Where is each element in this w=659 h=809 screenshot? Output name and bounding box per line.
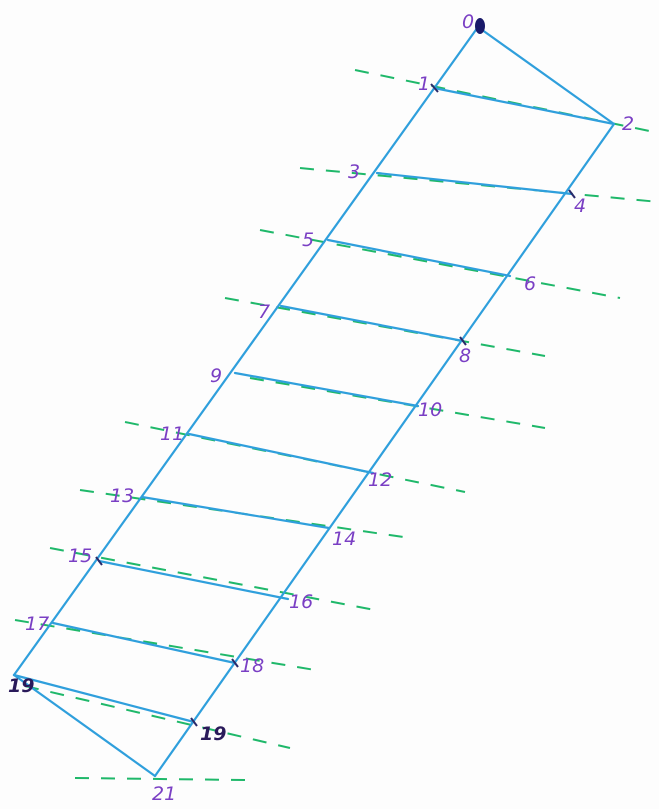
- label-15: 15: [68, 545, 92, 567]
- dashed-line-5: [259, 229, 621, 299]
- dashed-line-3: [299, 167, 659, 203]
- rung-5-6: [326, 238, 512, 278]
- tick-19b: [190, 717, 198, 727]
- dashed-line-19: [24, 685, 291, 749]
- label-17: 17: [25, 613, 49, 635]
- label-11: 11: [160, 423, 184, 445]
- dashed-line-17: [14, 619, 316, 671]
- label-19-left: 19: [8, 675, 34, 697]
- tick-18: [231, 658, 239, 668]
- label-7: 7: [258, 301, 270, 323]
- label-21: 21: [152, 783, 176, 805]
- strip-left-edge: [12, 25, 480, 677]
- point-labels: 0 1 2 3 4 5 6 7 8 9 10 11 12 13 14 15 16…: [8, 11, 634, 805]
- rung-1-2: [432, 86, 616, 126]
- tick-15: [95, 556, 103, 566]
- dashed-line-15: [49, 547, 376, 611]
- label-4: 4: [574, 195, 586, 217]
- rung-11-12: [187, 432, 375, 475]
- label-0: 0: [462, 11, 474, 33]
- label-3: 3: [348, 161, 360, 183]
- label-14: 14: [332, 528, 356, 550]
- label-12: 12: [368, 469, 392, 491]
- rung-17-18: [51, 621, 237, 665]
- label-1: 1: [418, 73, 430, 95]
- rung-3-4: [375, 171, 574, 196]
- label-8: 8: [459, 345, 471, 367]
- strip-top-edge: [476, 25, 616, 126]
- rung-15-16: [97, 559, 290, 601]
- label-5: 5: [302, 229, 314, 251]
- dashed-line-21: [74, 777, 246, 781]
- strip-outline: [12, 25, 616, 778]
- tick-marks: [95, 83, 576, 727]
- dashed-line-11: [124, 421, 466, 493]
- label-2: 2: [622, 113, 634, 135]
- label-13: 13: [110, 485, 134, 507]
- strip-bottom-edge: [12, 673, 157, 778]
- rung-7-8: [279, 304, 465, 343]
- rung-19-19: [12, 673, 196, 724]
- tick-1: [430, 83, 439, 93]
- tick-8: [459, 336, 467, 346]
- tick-4: [568, 189, 576, 199]
- label-16: 16: [289, 591, 313, 613]
- label-6: 6: [524, 273, 536, 295]
- rung-13-14: [140, 495, 331, 530]
- strip-rungs: [12, 86, 616, 724]
- label-9: 9: [210, 365, 222, 387]
- label-18: 18: [240, 655, 264, 677]
- apex-dot: [475, 18, 485, 34]
- label-19-right: 19: [200, 723, 226, 745]
- strip-right-edge: [153, 122, 616, 778]
- label-10: 10: [418, 399, 442, 421]
- rung-9-10: [233, 371, 420, 408]
- dashed-guide-lines: [14, 69, 659, 781]
